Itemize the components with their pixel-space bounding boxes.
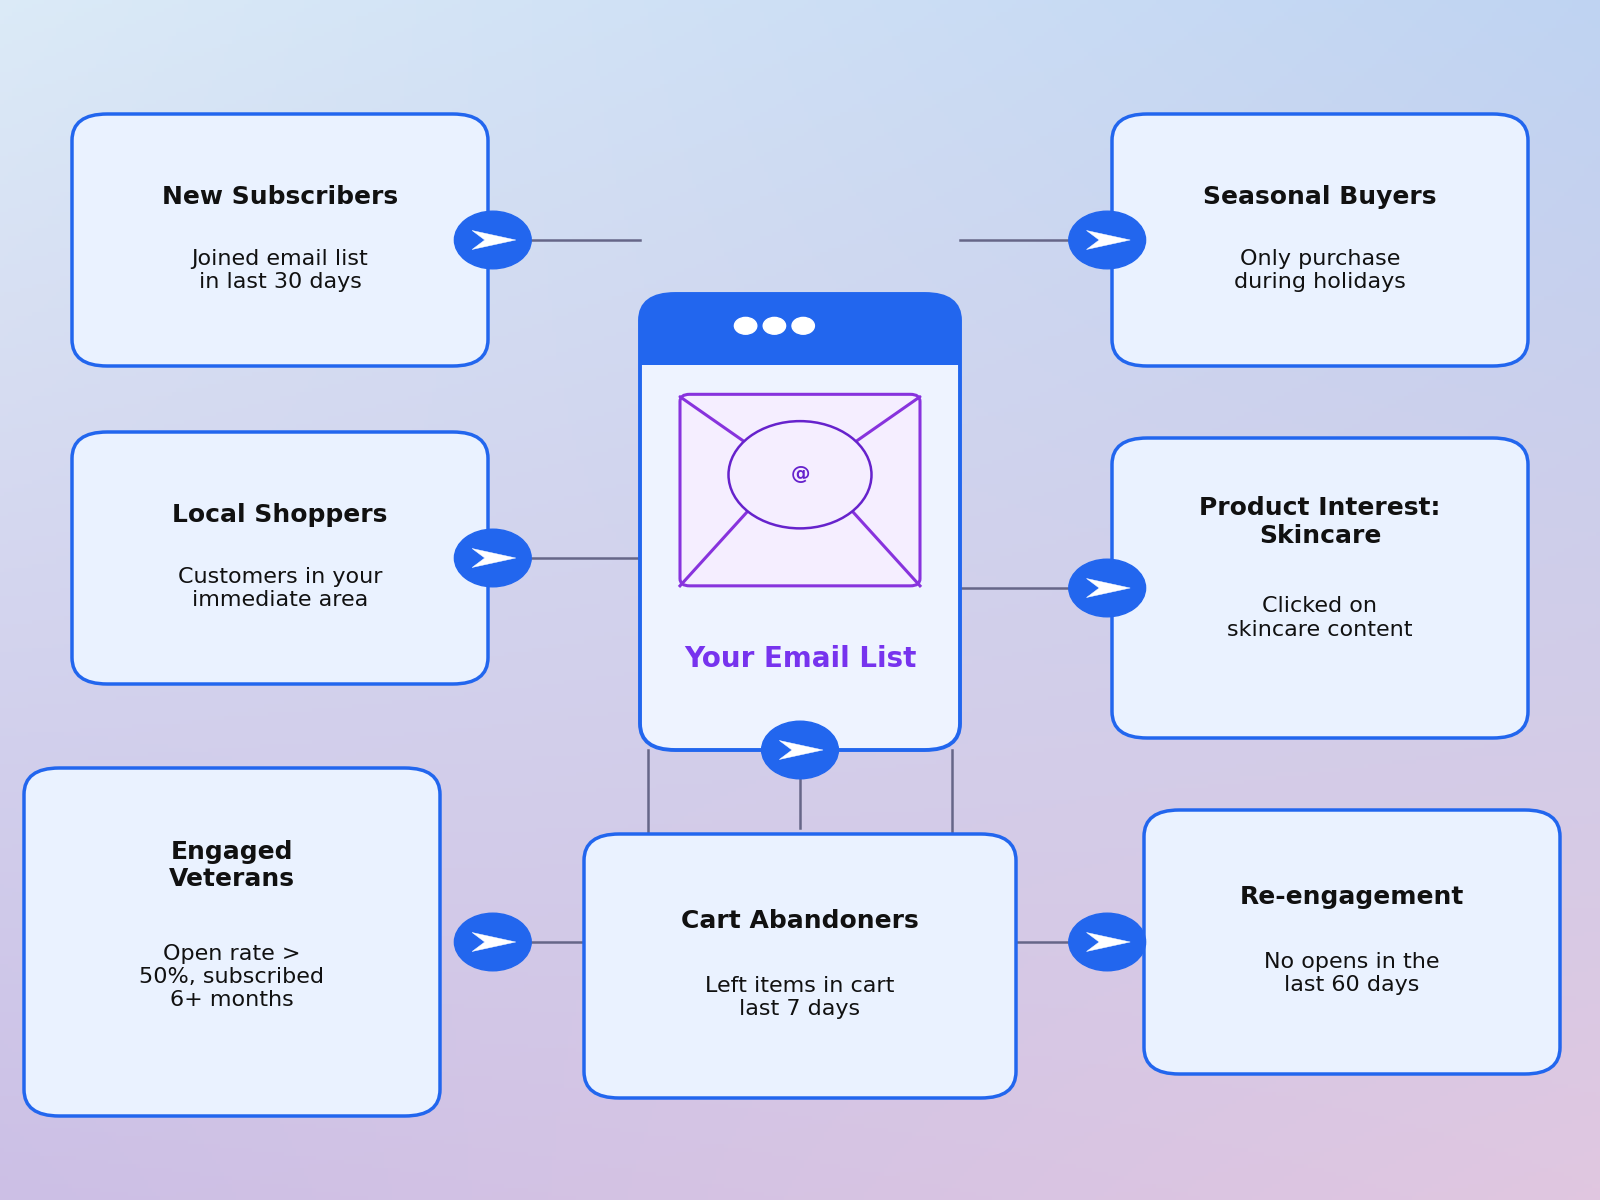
FancyBboxPatch shape — [1112, 114, 1528, 366]
Circle shape — [1069, 211, 1146, 269]
Polygon shape — [779, 740, 822, 760]
Text: Engaged
Veterans: Engaged Veterans — [170, 840, 294, 892]
Polygon shape — [472, 932, 515, 952]
Text: Only purchase
during holidays: Only purchase during holidays — [1234, 248, 1406, 292]
FancyBboxPatch shape — [640, 294, 960, 750]
Text: Local Shoppers: Local Shoppers — [173, 503, 387, 527]
FancyBboxPatch shape — [24, 768, 440, 1116]
Text: No opens in the
last 60 days: No opens in the last 60 days — [1264, 952, 1440, 995]
FancyBboxPatch shape — [584, 834, 1016, 1098]
FancyBboxPatch shape — [640, 294, 960, 365]
Text: Clicked on
skincare content: Clicked on skincare content — [1227, 596, 1413, 640]
Circle shape — [1069, 913, 1146, 971]
Circle shape — [454, 529, 531, 587]
FancyBboxPatch shape — [680, 395, 920, 586]
Circle shape — [763, 318, 786, 335]
Text: New Subscribers: New Subscribers — [162, 185, 398, 209]
FancyBboxPatch shape — [72, 114, 488, 366]
Circle shape — [454, 913, 531, 971]
FancyBboxPatch shape — [1112, 438, 1528, 738]
Text: Customers in your
immediate area: Customers in your immediate area — [178, 566, 382, 610]
Circle shape — [734, 318, 757, 335]
Polygon shape — [1086, 230, 1130, 250]
Text: Re-engagement: Re-engagement — [1240, 886, 1464, 910]
FancyBboxPatch shape — [1144, 810, 1560, 1074]
Polygon shape — [1086, 932, 1130, 952]
Circle shape — [792, 318, 814, 335]
Bar — [640, 329, 960, 365]
Text: Left items in cart
last 7 days: Left items in cart last 7 days — [706, 976, 894, 1019]
Text: @: @ — [790, 466, 810, 485]
FancyBboxPatch shape — [72, 432, 488, 684]
Text: Seasonal Buyers: Seasonal Buyers — [1203, 185, 1437, 209]
Text: Cart Abandoners: Cart Abandoners — [682, 910, 918, 934]
Text: Open rate >
50%, subscribed
6+ months: Open rate > 50%, subscribed 6+ months — [139, 943, 325, 1010]
Text: Your Email List: Your Email List — [683, 644, 917, 673]
Polygon shape — [472, 548, 515, 568]
Circle shape — [762, 721, 838, 779]
Circle shape — [454, 211, 531, 269]
Circle shape — [1069, 559, 1146, 617]
Text: Product Interest:
Skincare: Product Interest: Skincare — [1200, 496, 1440, 548]
Polygon shape — [1086, 578, 1130, 598]
Polygon shape — [472, 230, 515, 250]
Text: Joined email list
in last 30 days: Joined email list in last 30 days — [192, 248, 368, 292]
Circle shape — [728, 421, 872, 528]
